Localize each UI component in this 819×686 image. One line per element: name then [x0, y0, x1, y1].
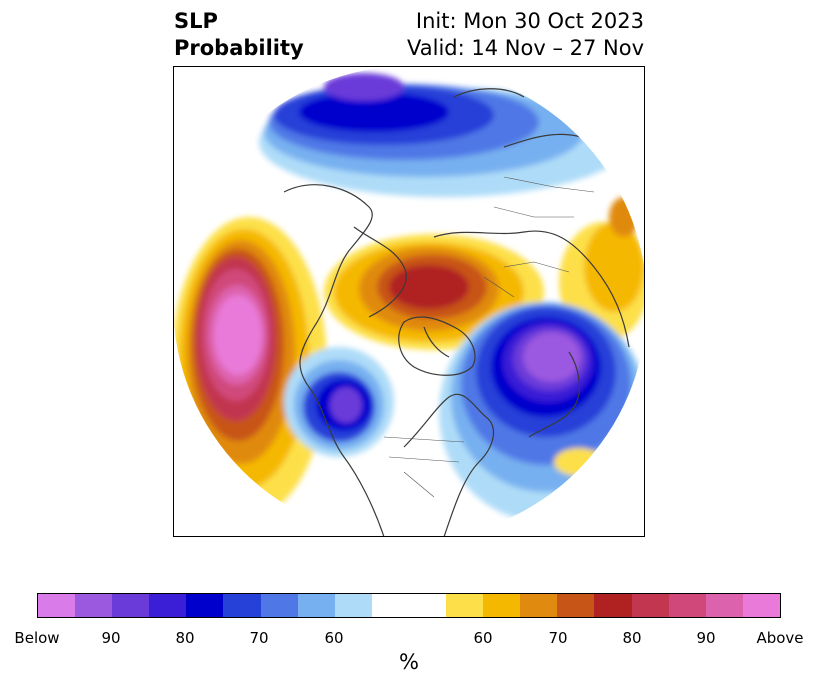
title-variable: SLP: [174, 9, 218, 33]
europe-borders: [483, 261, 570, 298]
colorbar-tick-label: 90: [101, 629, 121, 647]
arctic-archipelago: [353, 226, 407, 318]
anomaly-north-below-5: [299, 92, 449, 132]
colorbar-above-segment-9: [742, 594, 780, 617]
baffin-coast: [423, 326, 450, 358]
colorbar-tick-label: 80: [175, 629, 195, 647]
init-date-label: Init: Mon 30 Oct 2023: [415, 9, 644, 33]
title-left: SLP Probability: [174, 8, 304, 62]
anomaly-north-below-6: [324, 73, 404, 101]
colorbar-above-segment-3: [520, 594, 558, 617]
anomaly-northeast-above-3: [609, 197, 639, 237]
probability-map: [174, 67, 644, 536]
colorbar-above-segment-2: [483, 594, 521, 617]
us-canada-border: [383, 436, 465, 443]
colorbar-below-segment-6: [223, 594, 261, 617]
colorbar-above-segment-5: [594, 594, 632, 617]
colorbar-below-segment-5: [186, 594, 224, 617]
colorbar-below-segment-1: [38, 594, 76, 617]
colorbar-tick-label: 60: [473, 629, 493, 647]
colorbar-below-segment-2: [75, 594, 113, 617]
colorbar-above-segment-1: [446, 594, 484, 617]
north-america-east-coast: [403, 393, 495, 536]
colorbar-above-segment-4: [557, 594, 595, 617]
colorbar-unit-label: %: [399, 650, 419, 674]
coastlines: [283, 88, 630, 536]
colorbar-below-segment-7: [260, 594, 298, 617]
anomaly-pacific-above-8: [214, 295, 262, 375]
anomaly-south-above: [554, 448, 604, 476]
us-state-lines: [388, 456, 460, 498]
colorbar-above-segment-6: [631, 594, 669, 617]
anomaly-arctic-above-5: [389, 265, 469, 309]
colorbar-tick-label: Below: [14, 629, 60, 647]
title-right: Init: Mon 30 Oct 2023 Valid: 14 Nov – 27…: [407, 8, 644, 62]
colorbar-above-segment-8: [705, 594, 743, 617]
anomaly-northeast-above-2: [584, 222, 644, 312]
eurasia-borders: [493, 176, 595, 218]
colorbar-tick-label: 60: [324, 629, 344, 647]
title-metric: Probability: [174, 36, 304, 60]
colorbar-below-segment-4: [149, 594, 187, 617]
map-panel: [173, 66, 645, 537]
anomaly-atlantic-below-8: [523, 332, 581, 382]
eurasia-north-coast: [433, 230, 630, 348]
colorbar-below-segment-9: [334, 594, 372, 617]
colorbar-tick-label: 70: [249, 629, 269, 647]
greenland-outline: [398, 316, 476, 376]
colorbar-below-segment-3: [112, 594, 150, 617]
north-america-west-coast: [283, 184, 385, 536]
colorbar-below-segment-8: [297, 594, 335, 617]
colorbar-tick-label: 70: [548, 629, 568, 647]
colorbar-tick-label: 80: [622, 629, 642, 647]
political-borders: [383, 176, 595, 498]
colorbar-above-segment-7: [668, 594, 706, 617]
colorbar-tick-label: Above: [756, 629, 804, 647]
colorbar-neutral-segment: [371, 594, 447, 617]
valid-range-label: Valid: 14 Nov – 27 Nov: [407, 36, 644, 60]
colorbar: [37, 593, 781, 618]
anomaly-namerica-below-5: [330, 387, 362, 423]
colorbar-tick-label: 90: [696, 629, 716, 647]
europe-coast: [528, 351, 581, 438]
far-east-coast: [453, 88, 525, 98]
